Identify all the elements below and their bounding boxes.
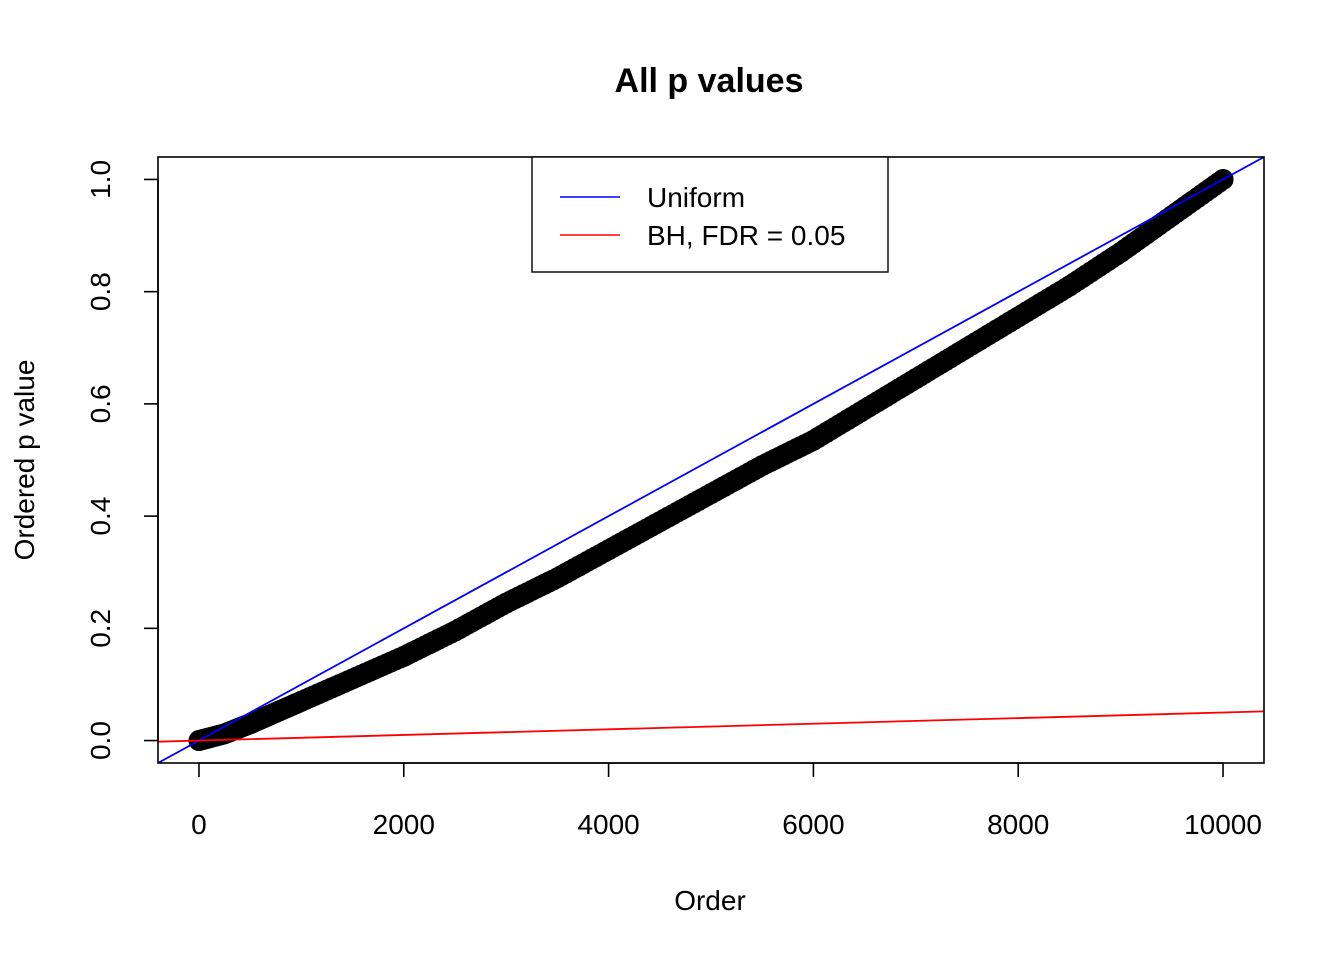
y-axis: 0.0 0.2 0.4 0.6 0.8 1.0 (85, 160, 159, 760)
p-value-band (189, 169, 1233, 751)
legend-box (531, 156, 889, 273)
x-tick-label: 6000 (782, 809, 844, 840)
y-axis-title: Ordered p value (9, 360, 40, 561)
bh-fdr-line (158, 710, 1264, 743)
y-tick-label: 1.0 (85, 160, 116, 199)
y-tick-label: 0.2 (85, 609, 116, 648)
legend-label-uniform: Uniform (647, 182, 745, 213)
x-tick-label: 10000 (1184, 809, 1262, 840)
y-tick-label: 0.0 (85, 721, 116, 760)
x-tick-label: 4000 (577, 809, 639, 840)
plot-area (158, 157, 1264, 763)
uniform-line (158, 157, 1264, 763)
legend-label-bh: BH, FDR = 0.05 (647, 220, 845, 251)
x-tick-label: 0 (191, 809, 207, 840)
x-tick-label: 2000 (373, 809, 435, 840)
legend: Uniform BH, FDR = 0.05 (531, 156, 889, 273)
p-value-points (188, 168, 1234, 752)
x-axis-title: Order (674, 885, 746, 916)
y-tick-label: 0.4 (85, 497, 116, 536)
x-axis: 0 2000 4000 6000 8000 10000 (191, 762, 1262, 840)
x-tick-label: 8000 (987, 809, 1049, 840)
chart-title: All p values (615, 62, 804, 100)
y-tick-label: 0.8 (85, 272, 116, 311)
y-tick-label: 0.6 (85, 384, 116, 423)
